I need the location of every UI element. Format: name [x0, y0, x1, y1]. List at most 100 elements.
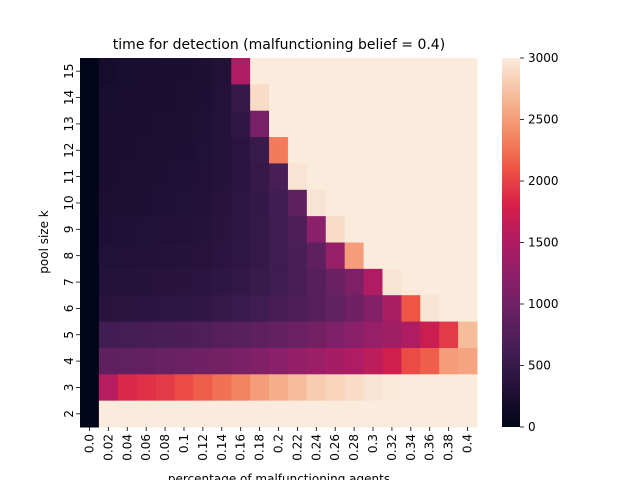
y-tick-label: 2 [62, 410, 76, 418]
heatmap-cell [231, 295, 251, 323]
heatmap-cell [458, 84, 478, 112]
y-tick-label: 5 [62, 331, 76, 339]
heatmap-cell [117, 84, 138, 112]
heatmap-cell [420, 242, 440, 270]
heatmap-cell [155, 189, 176, 217]
heatmap-cell [269, 374, 289, 402]
heatmap-cell [250, 268, 270, 296]
heatmap-cell [231, 400, 251, 428]
heatmap-cell [193, 242, 213, 270]
heatmap-cell [458, 58, 478, 85]
heatmap-cell [155, 110, 176, 138]
heatmap-cell [363, 110, 383, 138]
heatmap-cell [325, 189, 346, 217]
heatmap-cell [269, 84, 289, 112]
heatmap-cell [287, 321, 308, 349]
colorbar-tick-label: 1500 [528, 236, 559, 250]
heatmap-cell [401, 374, 421, 402]
heatmap-cell [458, 189, 478, 217]
heatmap-cell [155, 163, 176, 191]
y-tick-label: 15 [62, 64, 76, 79]
x-tick-label: 0.06 [139, 434, 153, 461]
x-tick-label: 0.0 [82, 434, 96, 453]
heatmap-cell [344, 110, 365, 138]
heatmap-cell [458, 110, 478, 138]
heatmap-cell [136, 242, 157, 270]
heatmap-cell [306, 137, 327, 164]
heatmap-cell [287, 58, 308, 85]
y-tick-label: 9 [62, 226, 76, 234]
heatmap-cell [401, 163, 421, 191]
heatmap-cell [269, 347, 289, 375]
heatmap-cell [117, 137, 138, 164]
heatmap-cell [344, 58, 365, 85]
heatmap-cell [212, 400, 232, 428]
heatmap-cell [344, 163, 365, 191]
heatmap-cell [306, 216, 327, 243]
heatmap-cell [117, 400, 138, 428]
heatmap-cell [250, 163, 270, 191]
colorbar-tick-label: 500 [528, 359, 551, 373]
heatmap-cell [325, 400, 346, 428]
heatmap-cell [325, 110, 346, 138]
heatmap-cell [231, 374, 251, 402]
heatmap-cell [458, 163, 478, 191]
x-tick-label: 0.1 [177, 434, 191, 453]
heatmap-cell [439, 189, 459, 217]
heatmap-cell [420, 400, 440, 428]
heatmap-cell [382, 216, 402, 243]
heatmap-cell [306, 110, 327, 138]
heatmap-cell [458, 347, 478, 375]
y-axis-ticks: 15 14 13 12 11 10 9 8 7 6 5 4 3 2 [62, 64, 80, 418]
heatmap-cell [193, 189, 213, 217]
heatmap-cell [439, 242, 459, 270]
x-tick-label: 0.08 [158, 434, 172, 461]
heatmap-cell [363, 347, 383, 375]
heatmap-cell [98, 189, 119, 217]
heatmap-cell [193, 295, 213, 323]
heatmap-cell [287, 295, 308, 323]
heatmap-cell [212, 110, 232, 138]
heatmap-cell [117, 58, 138, 85]
y-tick-label: 7 [62, 278, 76, 286]
heatmap-cell [174, 347, 194, 375]
y-tick-label: 3 [62, 384, 76, 392]
heatmap-cell [98, 400, 119, 428]
heatmap-cell [250, 58, 270, 85]
heatmap-cell [420, 163, 440, 191]
heatmap-cell [136, 295, 157, 323]
heatmap-cell [117, 163, 138, 191]
heatmap-cell [212, 84, 232, 112]
heatmap-cell [231, 110, 251, 138]
heatmap-cell [287, 374, 308, 402]
heatmap-cell [250, 400, 270, 428]
heatmap-cell [117, 216, 138, 243]
heatmap-cell [363, 268, 383, 296]
heatmap-cell [193, 374, 213, 402]
heatmap-cell [269, 163, 289, 191]
x-tick-label: 0.28 [347, 434, 361, 461]
y-tick-label: 8 [62, 252, 76, 260]
heatmap-cell [155, 58, 176, 85]
y-tick-label: 10 [62, 195, 76, 210]
heatmap-cell [363, 58, 383, 85]
heatmap-cell [136, 347, 157, 375]
heatmap-cell [117, 374, 138, 402]
heatmap-cell [382, 321, 402, 349]
heatmap-cell [231, 242, 251, 270]
x-tick-label: 0.34 [404, 434, 418, 461]
heatmap-cell [382, 400, 402, 428]
heatmap-cell [136, 163, 157, 191]
heatmap-cell [193, 163, 213, 191]
heatmap-cell [420, 268, 440, 296]
heatmap-cell [325, 137, 346, 164]
heatmap-cell [287, 268, 308, 296]
heatmap-cell [231, 321, 251, 349]
heatmap-cell [231, 163, 251, 191]
heatmap-cell [155, 321, 176, 349]
heatmap-cell [80, 295, 100, 323]
heatmap-cell [325, 216, 346, 243]
heatmap-cell [174, 400, 194, 428]
heatmap-cell [212, 295, 232, 323]
heatmap-cell [80, 163, 100, 191]
